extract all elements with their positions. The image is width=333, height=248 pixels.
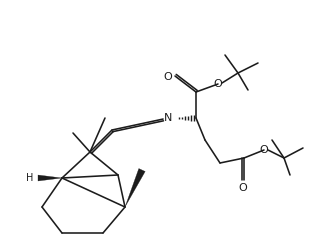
Text: O: O xyxy=(214,79,222,89)
Polygon shape xyxy=(38,175,62,181)
Text: H: H xyxy=(26,173,33,183)
Text: O: O xyxy=(260,145,268,155)
Polygon shape xyxy=(125,169,145,207)
Text: O: O xyxy=(239,183,247,193)
Text: N: N xyxy=(164,113,172,123)
Text: O: O xyxy=(163,72,172,82)
